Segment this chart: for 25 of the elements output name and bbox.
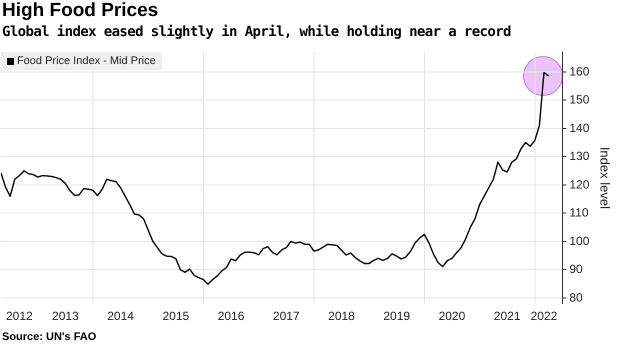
x-tick-label: 2021 <box>494 309 521 324</box>
source-note: Source: UN's FAO <box>2 331 96 343</box>
legend-label: Food Price Index - Mid Price <box>16 55 156 68</box>
x-tick-label: 2017 <box>272 309 300 324</box>
x-tick-label: 2020 <box>438 309 466 324</box>
y-tick-label: 100 <box>569 234 590 248</box>
y-tick-label: 150 <box>569 92 590 107</box>
x-tick-label: 2018 <box>328 309 356 324</box>
x-tick-label: 2016 <box>218 309 245 324</box>
y-tick-label: 90 <box>569 262 584 276</box>
y-tick-label: 80 <box>569 290 584 304</box>
x-tick-label: 2013 <box>52 309 80 324</box>
x-tick-label: 2022 <box>530 309 558 324</box>
x-tick-label: 2015 <box>162 309 190 324</box>
x-tick-label: 2014 <box>107 309 134 324</box>
chart-subtitle: Global index eased slightly in April, while holding near a record <box>2 24 511 40</box>
chart-title: High Food Prices <box>2 0 158 22</box>
y-tick-label: 110 <box>569 206 589 220</box>
y-tick-label: 130 <box>569 149 590 164</box>
x-tick-label: 2012 <box>6 309 34 324</box>
y-tick-label: 140 <box>569 120 590 135</box>
x-tick-label: 2019 <box>383 309 410 324</box>
y-axis-title: Index level <box>598 146 613 210</box>
y-tick-label: 120 <box>569 177 590 192</box>
y-tick-label: 160 <box>569 64 590 78</box>
